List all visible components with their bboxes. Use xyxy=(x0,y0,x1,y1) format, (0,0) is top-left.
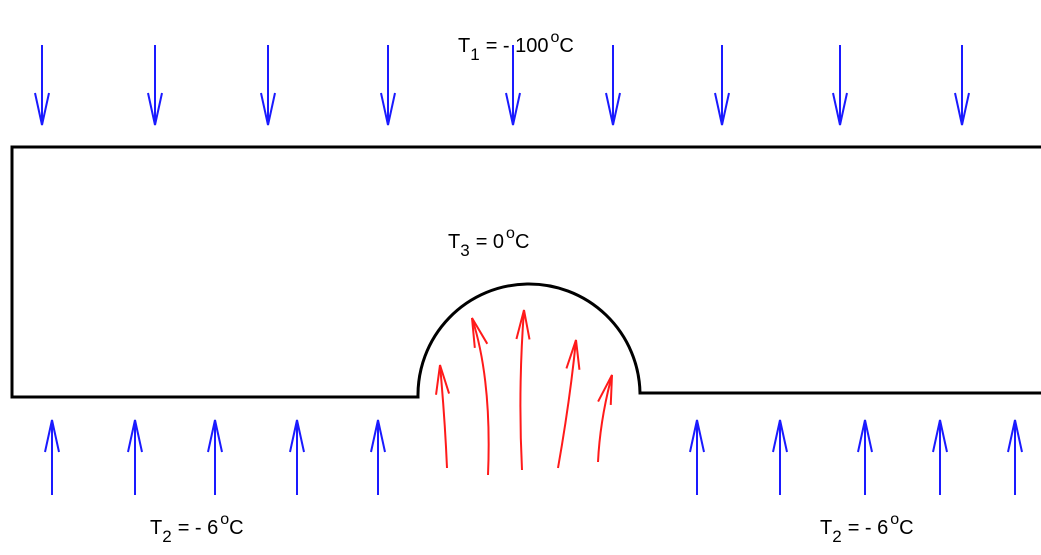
arrow-head xyxy=(954,92,970,126)
heat-arrow xyxy=(515,309,531,471)
arrow-head xyxy=(44,419,60,453)
arrow xyxy=(207,419,223,495)
subscript: 1 xyxy=(470,45,479,64)
degree: o xyxy=(551,29,560,46)
arrow-head xyxy=(380,92,396,126)
symbol: T xyxy=(448,231,460,253)
subscript: 2 xyxy=(832,527,841,546)
arrow xyxy=(147,45,163,126)
heat-arrow xyxy=(557,339,581,469)
heat-arrow-shaft xyxy=(471,317,490,476)
arrow xyxy=(772,419,788,495)
body-outline xyxy=(10,145,1041,399)
subscript: 3 xyxy=(460,241,469,260)
heat-arrow-head xyxy=(597,374,613,406)
arrow-head xyxy=(260,92,276,126)
temperature-label: T2 = - 6 oC xyxy=(150,511,244,546)
arrow-head xyxy=(932,419,948,453)
arrow-head xyxy=(147,92,163,126)
outline-path xyxy=(10,145,1041,399)
value: = - 6 xyxy=(178,517,219,539)
heat-arrow xyxy=(471,317,490,476)
heat-arrow-head xyxy=(515,309,531,340)
temperature-label: T2 = - 6 oC xyxy=(820,511,914,546)
heat-arrow-shaft xyxy=(439,364,448,469)
degree: o xyxy=(890,511,899,528)
temperature-label: T1 = - 100 oC xyxy=(458,29,574,64)
unit: C xyxy=(229,517,243,539)
arrow-head xyxy=(772,419,788,453)
value: = - 100 xyxy=(486,35,549,57)
symbol: T xyxy=(820,517,832,539)
arrow xyxy=(832,45,848,126)
arrow xyxy=(370,419,386,495)
heat-arrow-shaft xyxy=(597,374,613,463)
arrow-head xyxy=(714,92,730,126)
value: = - 6 xyxy=(848,517,889,539)
heat-arrow-shaft xyxy=(519,309,525,471)
heat-arrow-head xyxy=(565,339,581,370)
symbol: T xyxy=(150,517,162,539)
arrow xyxy=(689,419,705,495)
heat-arrow-head xyxy=(471,317,489,348)
arrow xyxy=(932,419,948,495)
subscript: 2 xyxy=(162,527,171,546)
degree: o xyxy=(506,225,515,242)
arrow xyxy=(954,45,970,126)
unit: C xyxy=(515,231,529,253)
temperature-label: T3 = 0 oC xyxy=(448,225,529,260)
arrow xyxy=(505,45,521,126)
arrow-head xyxy=(857,419,873,453)
arrow-head xyxy=(207,419,223,453)
degree: o xyxy=(220,511,229,528)
arrow xyxy=(260,45,276,126)
arrow xyxy=(44,419,60,495)
arrow-head xyxy=(127,419,143,453)
heat-arrow xyxy=(597,374,613,463)
arrow-head xyxy=(1007,419,1023,453)
arrow-head xyxy=(832,92,848,126)
arrow xyxy=(127,419,143,495)
heat-arrow-shaft xyxy=(557,339,577,469)
arrow-head xyxy=(505,92,521,126)
flux-arrows xyxy=(34,45,1023,495)
arrow xyxy=(289,419,305,495)
arrow xyxy=(605,45,621,126)
arrow-head xyxy=(689,419,705,453)
arrow-head xyxy=(289,419,305,453)
arrow xyxy=(857,419,873,495)
arrow xyxy=(714,45,730,126)
symbol: T xyxy=(458,35,470,57)
arrow-head xyxy=(34,92,50,126)
value: = 0 xyxy=(476,231,504,253)
arrow xyxy=(34,45,50,126)
arrow-head xyxy=(370,419,386,453)
heat-arrow xyxy=(435,364,451,469)
unit: C xyxy=(559,35,573,57)
unit: C xyxy=(899,517,913,539)
arrow xyxy=(1007,419,1023,495)
arrow-head xyxy=(605,92,621,126)
arrow xyxy=(380,45,396,126)
heat-arrow-head xyxy=(435,364,451,395)
